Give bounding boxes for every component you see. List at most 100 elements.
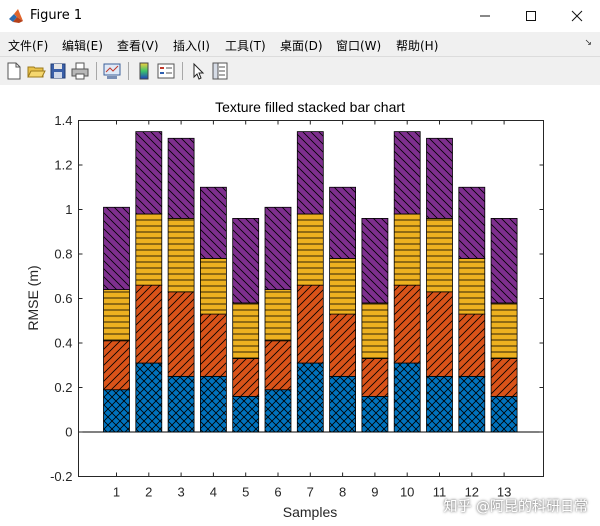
save-icon[interactable] [48, 61, 68, 81]
minimize-icon [480, 15, 490, 17]
x-tick-label: 10 [400, 485, 414, 500]
bar-segment [458, 186, 486, 259]
bar-segment [393, 131, 421, 215]
property-inspector-icon[interactable] [210, 61, 230, 81]
bar-segment [296, 131, 324, 215]
y-tick-label: 1 [65, 202, 72, 217]
bar-segment [199, 186, 227, 259]
figure-toolbar [0, 56, 600, 86]
bar-segment [490, 358, 518, 397]
bar-segment [393, 213, 421, 286]
bar-segment [167, 291, 195, 377]
close-button[interactable] [554, 0, 600, 32]
bar-segment [264, 206, 292, 290]
bar-segment [329, 258, 357, 315]
y-tick-label: 0.8 [54, 247, 72, 262]
bar-segment [361, 217, 389, 304]
bar-segment [264, 289, 292, 342]
bar-segment [296, 284, 324, 364]
x-tick-label: 9 [371, 485, 378, 500]
toolbar-separator [182, 62, 183, 80]
bar-segment [264, 340, 292, 391]
open-file-icon[interactable] [26, 61, 46, 81]
chart-title: Texture filled stacked bar chart [215, 99, 405, 115]
bar-segment [329, 313, 357, 377]
bar-segment [103, 206, 130, 290]
pointer-icon[interactable] [188, 61, 208, 81]
bar-segment [167, 217, 195, 293]
watermark-text: 知乎 @阿昆的科研日常 [443, 499, 588, 515]
window-title: Figure 1 [30, 8, 83, 23]
bar-segment [264, 389, 292, 433]
stacked-bar-chart: Texture filled stacked bar chart -0.2 0 0.… [25, 99, 544, 520]
bar-segment [296, 362, 324, 433]
toolbar-separator [96, 62, 97, 80]
bar-segment [135, 362, 163, 433]
menu-desktop[interactable]: 桌面(D) [280, 39, 323, 53]
bar-segment [329, 186, 357, 259]
bar-segment [232, 358, 260, 397]
colorbar-icon[interactable] [134, 61, 154, 81]
y-tick-label: 1.2 [54, 158, 72, 173]
y-tick-label: 0 [65, 425, 72, 440]
bar-segment [426, 375, 453, 433]
bar-segment [199, 258, 227, 315]
x-tick-label: 3 [177, 485, 184, 500]
bar-segment [232, 395, 260, 433]
bar-segment [490, 302, 518, 359]
bar-segment [426, 137, 453, 219]
bar-segment [490, 217, 518, 304]
bar-segment [426, 217, 453, 293]
menu-overflow-arrow-icon[interactable]: ↘ [584, 38, 592, 48]
y-tick-label: 0.6 [54, 291, 72, 306]
y-tick-label: 1.4 [54, 113, 72, 128]
bar-segment [135, 284, 163, 364]
x-tick-label: 7 [307, 485, 314, 500]
legend-icon[interactable] [156, 61, 176, 81]
bar-segment [458, 258, 486, 315]
bar-segment [458, 375, 486, 433]
bar-segment [232, 302, 260, 359]
bar-segment [393, 284, 421, 364]
bar-segment [329, 375, 357, 433]
bar-segment [490, 395, 518, 433]
new-figure-icon[interactable] [4, 61, 24, 81]
bar-segment [103, 389, 130, 433]
print-icon[interactable] [70, 61, 90, 81]
bar-segment [393, 362, 421, 433]
x-tick-label: 11 [433, 485, 447, 500]
bar-segment [361, 358, 389, 397]
matlab-app-icon [9, 9, 23, 23]
y-tick-label: 0.2 [54, 380, 72, 395]
menu-edit[interactable]: 编辑(E) [62, 39, 103, 53]
y-tick-label: -0.2 [50, 469, 72, 484]
menu-insert[interactable]: 插入(I) [173, 39, 210, 53]
close-icon [571, 10, 583, 22]
bar-segment [135, 131, 163, 215]
menu-tools[interactable]: 工具(T) [225, 39, 266, 53]
bar-segment [361, 302, 389, 359]
x-tick-label: 1 [113, 485, 120, 500]
minimize-button[interactable] [462, 0, 508, 32]
x-tick-label: 12 [465, 485, 479, 500]
bar-segment [426, 291, 453, 377]
bar-segment [458, 313, 486, 377]
y-tick-label: 0.4 [54, 336, 72, 351]
menu-file[interactable]: 文件(F) [8, 39, 49, 53]
x-axis-ticks: 1 2 3 4 5 6 7 8 9 10 11 12 13 [113, 120, 511, 500]
x-tick-label: 13 [497, 485, 511, 500]
x-tick-label: 6 [274, 485, 281, 500]
bar-segment [103, 289, 130, 342]
x-tick-label: 2 [145, 485, 152, 500]
maximize-button[interactable] [508, 0, 554, 32]
title-bar: Figure 1 [0, 0, 600, 32]
menu-window[interactable]: 窗口(W) [336, 39, 382, 53]
menu-view[interactable]: 查看(V) [117, 39, 159, 53]
menu-help[interactable]: 帮助(H) [396, 39, 439, 53]
bar-segment [232, 217, 260, 304]
y-axis-label: RMSE (m) [25, 265, 41, 330]
bar-group [103, 131, 518, 433]
bar-segment [199, 375, 227, 433]
link-plot-icon[interactable] [102, 61, 122, 81]
x-tick-label: 5 [242, 485, 249, 500]
